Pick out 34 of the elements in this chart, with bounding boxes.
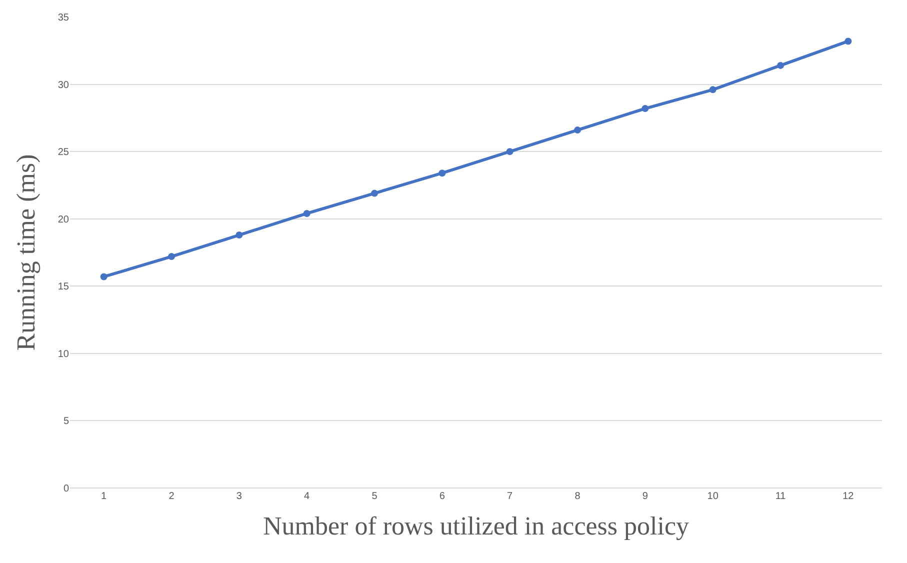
- x-tick-label: 10: [707, 491, 719, 502]
- point: [506, 148, 514, 156]
- point: [844, 38, 852, 45]
- y-tick-label: 25: [58, 147, 70, 158]
- x-tick-label: 11: [775, 491, 786, 502]
- point: [438, 170, 446, 177]
- x-tick-label: 9: [642, 491, 648, 502]
- y-tick-label: 0: [63, 484, 70, 494]
- point: [100, 273, 108, 280]
- point: [168, 253, 175, 260]
- x-tick-label: 8: [574, 491, 581, 502]
- y-tick-label: 5: [63, 416, 70, 428]
- y-axis-title: Running time (ms): [11, 154, 40, 351]
- point: [574, 126, 581, 134]
- point: [777, 62, 784, 69]
- point: [303, 210, 310, 217]
- x-tick-label: 7: [507, 491, 514, 502]
- x-tick-label: 1: [101, 491, 108, 502]
- point: [642, 105, 649, 112]
- point: [709, 86, 716, 94]
- x-tick-label: 12: [842, 491, 854, 502]
- x-tick-label: 2: [168, 491, 175, 502]
- x-tick-label: 3: [236, 491, 242, 502]
- point: [371, 190, 378, 197]
- x-tick-label: 5: [372, 491, 378, 502]
- y-tick-label: 15: [58, 282, 70, 293]
- x-axis-title: Number of rows utilized in access policy: [263, 512, 689, 541]
- y-tick-label: 10: [58, 348, 70, 360]
- x-tick-label: 4: [304, 491, 310, 502]
- y-tick-label: 30: [58, 80, 70, 91]
- y-tick-label: 20: [58, 214, 70, 226]
- x-tick-label: 6: [439, 491, 446, 502]
- point: [236, 232, 243, 239]
- y-tick-label: 35: [58, 12, 70, 24]
